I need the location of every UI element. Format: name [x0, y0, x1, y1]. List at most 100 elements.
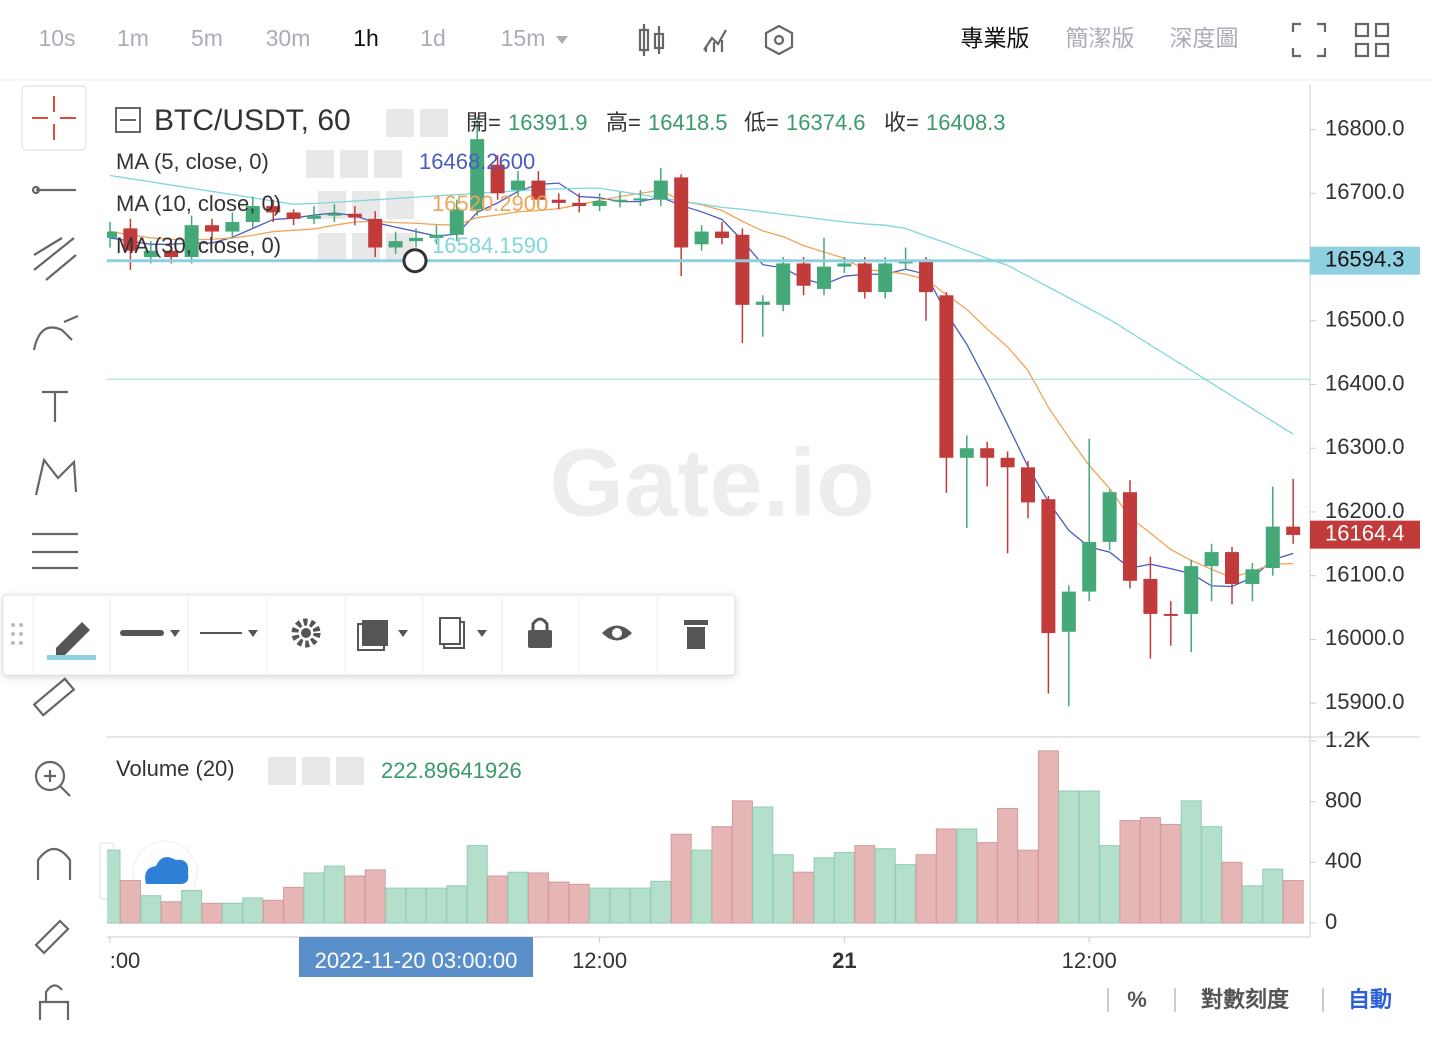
candle-body	[347, 213, 362, 218]
candle-body	[107, 231, 117, 238]
volume-tick-label: 800	[1325, 787, 1362, 812]
candle-body	[837, 263, 852, 267]
volume-bar	[201, 902, 223, 924]
dropdown-arrow	[556, 36, 568, 44]
candle-body	[1265, 526, 1280, 569]
volume-bar	[242, 897, 264, 924]
volume-bar	[1282, 880, 1304, 924]
candle-body	[143, 250, 158, 258]
candle-body	[531, 180, 546, 200]
y-tick-label: 16000.0	[1325, 625, 1405, 650]
candle-body	[1225, 552, 1239, 584]
ohlc-value: 16408.3	[926, 110, 1006, 135]
candle-body	[205, 225, 219, 232]
candle-body	[592, 200, 607, 207]
volume-bar	[956, 828, 978, 924]
left-toolbar[interactable]	[21, 85, 87, 1020]
volume-bar	[1241, 885, 1263, 924]
volume-bar	[935, 828, 957, 924]
volume-bar	[752, 806, 774, 924]
volume-bar	[895, 864, 917, 924]
volume-bar	[181, 889, 203, 924]
candle-body	[1204, 552, 1219, 567]
chart-type-icons[interactable]	[638, 24, 794, 56]
candle-body	[1143, 578, 1158, 614]
volume-bar	[405, 887, 427, 924]
interval-button[interactable]: 1h	[353, 25, 379, 51]
view-tab[interactable]: 簡潔版	[1066, 25, 1135, 51]
candle-body	[796, 263, 811, 286]
ma-legend-name: MA (10, close, 0)	[116, 191, 281, 216]
scale-option[interactable]: %	[1127, 987, 1147, 1012]
volume-bar	[629, 887, 651, 924]
view-tab[interactable]: 深度圖	[1170, 25, 1239, 51]
candle-body	[878, 263, 893, 293]
candle-body	[449, 209, 464, 235]
drawing-toolbar[interactable]	[2, 594, 736, 676]
candle-body	[1163, 613, 1178, 616]
volume-bar	[772, 854, 794, 924]
candle-body	[368, 218, 383, 248]
volume-bar	[548, 881, 570, 924]
scale-option[interactable]: 自動	[1348, 987, 1392, 1012]
price-line-box	[1310, 246, 1420, 275]
y-tick-label: 16200.0	[1325, 498, 1405, 523]
volume-tick-label: 1.2K	[1325, 727, 1371, 752]
candle-body	[959, 448, 974, 458]
candle-body	[266, 206, 281, 213]
candle-body	[857, 263, 872, 293]
volume-bar	[323, 865, 345, 924]
candle-body	[1021, 467, 1035, 503]
volume-bar	[140, 895, 162, 924]
crosshair-time-label: 2022-11-20 03:00:00	[315, 948, 518, 973]
y-tick-label: 16500.0	[1325, 307, 1405, 332]
volume-bar	[344, 875, 366, 924]
volume-bar	[527, 872, 549, 924]
candle-body	[551, 199, 566, 203]
candle-body	[715, 231, 729, 238]
volume-bar	[997, 807, 1019, 924]
layout-icons[interactable]	[1291, 22, 1390, 58]
x-tick-label: :00	[110, 948, 141, 973]
view-tab[interactable]: 專業版	[961, 25, 1030, 51]
ma-legend-value: 16468.2600	[419, 149, 535, 174]
candle-body	[286, 212, 301, 219]
volume-bar	[364, 869, 386, 924]
volume-bar	[262, 899, 284, 924]
volume-legend-name: Volume (20)	[116, 756, 235, 781]
volume-tick-label: 400	[1325, 848, 1362, 873]
candle-body	[225, 222, 240, 232]
ma-line	[109, 174, 1294, 435]
scale-option[interactable]: 對數刻度	[1201, 987, 1290, 1012]
interval-button[interactable]: 15m	[501, 25, 546, 51]
interval-button[interactable]: 1d	[420, 25, 446, 51]
interval-button[interactable]: 30m	[266, 25, 311, 51]
volume-bar	[507, 871, 529, 924]
last-price-label: 16164.4	[1325, 520, 1405, 545]
volume-bar	[711, 826, 733, 924]
candle-body	[735, 234, 750, 305]
volume-bar	[568, 883, 590, 924]
interval-button[interactable]: 10s	[38, 25, 75, 51]
ohlc-key: 低=	[744, 110, 779, 135]
last-price-box	[1310, 520, 1420, 549]
candle-body	[755, 301, 770, 305]
candle-body	[1184, 566, 1199, 614]
volume-bar	[833, 851, 855, 924]
y-tick-label: 16800.0	[1325, 115, 1405, 140]
interval-button[interactable]: 1m	[117, 25, 149, 51]
candle-body	[245, 206, 260, 223]
candle-body	[409, 237, 423, 242]
volume-bar	[670, 833, 692, 924]
drag-handle[interactable]	[402, 248, 428, 274]
interval-button[interactable]: 5m	[191, 25, 223, 51]
volume-bar	[609, 887, 631, 924]
ohlc-value: 16374.6	[786, 110, 866, 135]
volume-bar	[119, 880, 141, 924]
volume-bar	[1017, 849, 1039, 924]
y-tick-label: 16300.0	[1325, 434, 1405, 459]
volume-bar	[813, 857, 835, 924]
volume-bar	[915, 854, 937, 924]
ma-legend-value: 16584.1590	[432, 233, 548, 258]
ohlc-value: 16391.9	[508, 110, 588, 135]
